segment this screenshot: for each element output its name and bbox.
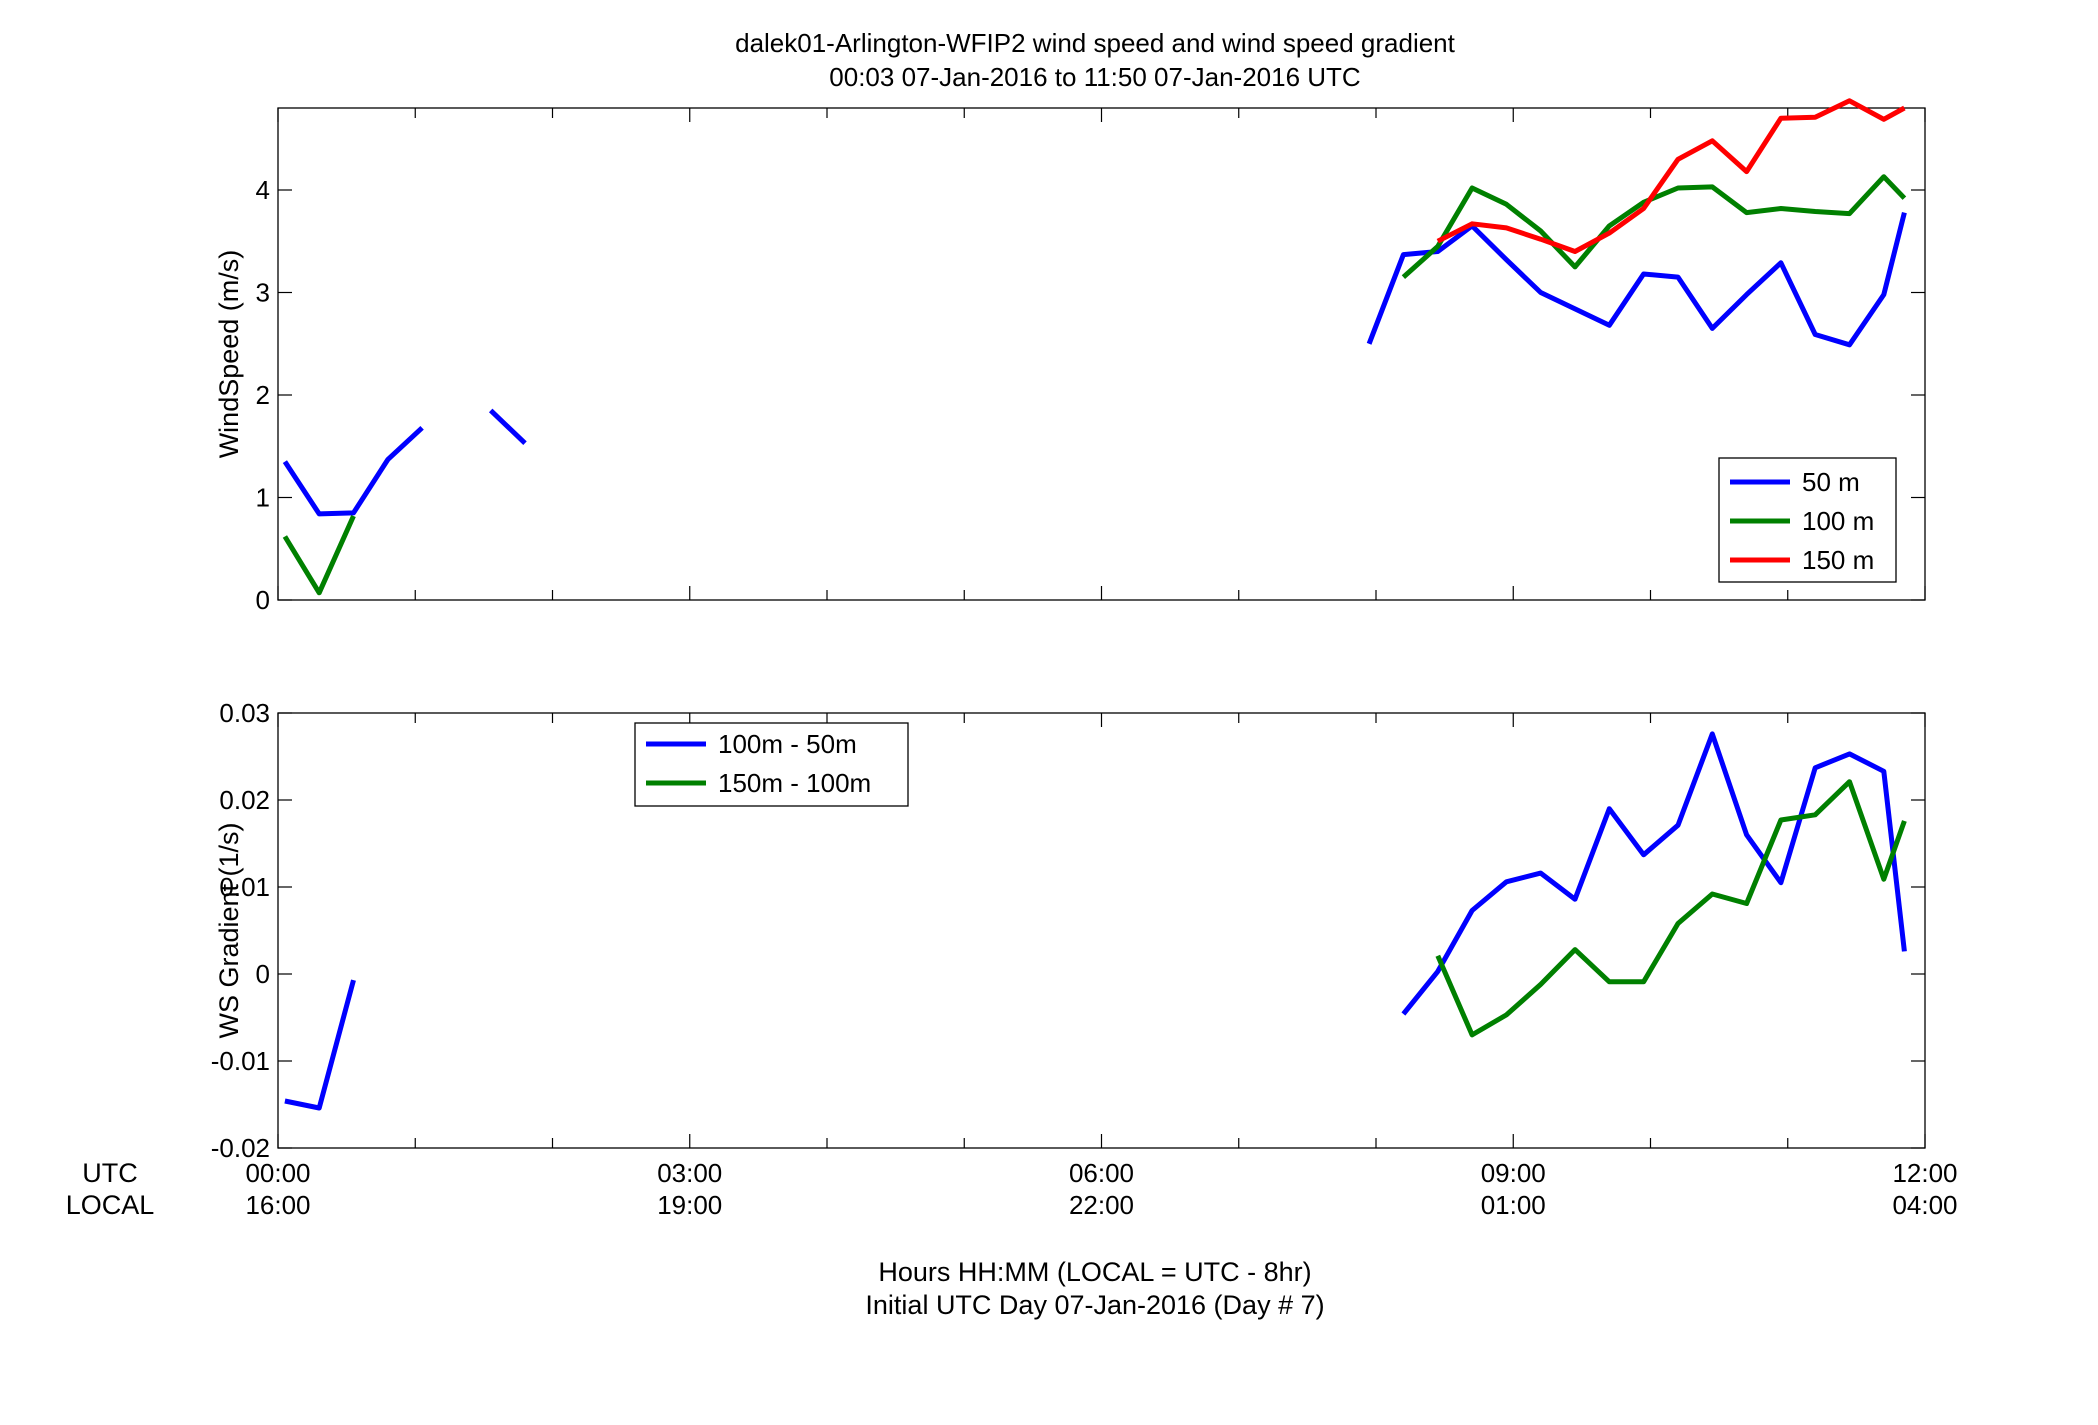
plot-area-1 bbox=[277, 712, 1926, 1149]
series-line-0-0 bbox=[488, 408, 527, 446]
x-tick-label-utc: 09:00 bbox=[1481, 1158, 1546, 1188]
x-tick-label-local: 04:00 bbox=[1892, 1190, 1957, 1220]
plot-area-0 bbox=[277, 107, 1926, 601]
y-tick-label: 4 bbox=[256, 175, 270, 205]
windspeed-plot: 0 1 2 3 4 WindSpeed (m/s) 50 m 100 m 150 m bbox=[214, 98, 1926, 615]
y-axis-label: WindSpeed (m/s) bbox=[214, 250, 244, 459]
y-tick-label: 0.02 bbox=[219, 785, 270, 815]
y-tick-label: 0.03 bbox=[219, 698, 270, 728]
y-tick-label: 2 bbox=[256, 380, 270, 410]
y-tick-label: 0 bbox=[256, 585, 270, 615]
series-line-1-1 bbox=[1435, 779, 1907, 1038]
series-line-0-2 bbox=[1436, 98, 1906, 254]
legend-entry: 150 m bbox=[1802, 545, 1874, 575]
x-tick-label-local: 22:00 bbox=[1069, 1190, 1134, 1220]
series-line-0-0 bbox=[1366, 211, 1907, 348]
series-line-1-0 bbox=[284, 979, 356, 1111]
y-tick-label: -0.01 bbox=[211, 1046, 270, 1076]
series-line-0-0 bbox=[282, 425, 424, 517]
series-line-0-1 bbox=[282, 514, 356, 596]
x-tick-label-utc: 00:00 bbox=[245, 1158, 310, 1188]
ws-gradient-plot: -0.02 -0.01 0 0.01 0.02 0.03 WS Gradient (1/s)… bbox=[211, 698, 1926, 1163]
x-tick-label-utc: 03:00 bbox=[657, 1158, 722, 1188]
figure-title-line1: dalek01-Arlington-WFIP2 wind speed and w… bbox=[735, 28, 1456, 58]
x-row-label-utc: UTC bbox=[82, 1158, 138, 1188]
x-tick-label-local: 19:00 bbox=[657, 1190, 722, 1220]
y-tick-label: -0.02 bbox=[211, 1133, 270, 1163]
legend-entry: 100 m bbox=[1802, 506, 1874, 536]
x-axis-label-line2: Initial UTC Day 07-Jan-2016 (Day # 7) bbox=[865, 1290, 1324, 1320]
series-line-0-1 bbox=[1401, 174, 1907, 279]
x-tick-label-utc: 06:00 bbox=[1069, 1158, 1134, 1188]
y-tick-label: 3 bbox=[256, 278, 270, 308]
figure-title-line2: 00:03 07-Jan-2016 to 11:50 07-Jan-2016 U… bbox=[829, 62, 1360, 92]
series-line-1-0 bbox=[1401, 731, 1907, 1016]
x-tick-label-local: 16:00 bbox=[245, 1190, 310, 1220]
x-tick-label-local: 01:00 bbox=[1481, 1190, 1546, 1220]
x-axis-label-line1: Hours HH:MM (LOCAL = UTC - 8hr) bbox=[878, 1257, 1311, 1287]
legend-box bbox=[634, 722, 909, 807]
x-row-label-local: LOCAL bbox=[66, 1190, 155, 1220]
y-tick-label: 0 bbox=[256, 959, 270, 989]
x-tick-label-utc: 12:00 bbox=[1892, 1158, 1957, 1188]
y-tick-label: 1 bbox=[256, 483, 270, 513]
y-axis-label: WS Gradient (1/s) bbox=[214, 822, 244, 1038]
legend-entry: 150m - 100m bbox=[718, 768, 871, 798]
y-tick-label: 0.01 bbox=[219, 872, 270, 902]
legend-entry: 100m - 50m bbox=[718, 729, 857, 759]
legend-entry: 50 m bbox=[1802, 467, 1860, 497]
